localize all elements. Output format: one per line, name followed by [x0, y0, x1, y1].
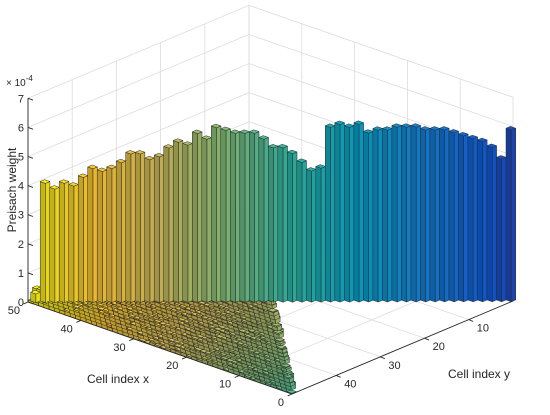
grid-line [27, 4, 514, 99]
grid-line [27, 33, 514, 128]
